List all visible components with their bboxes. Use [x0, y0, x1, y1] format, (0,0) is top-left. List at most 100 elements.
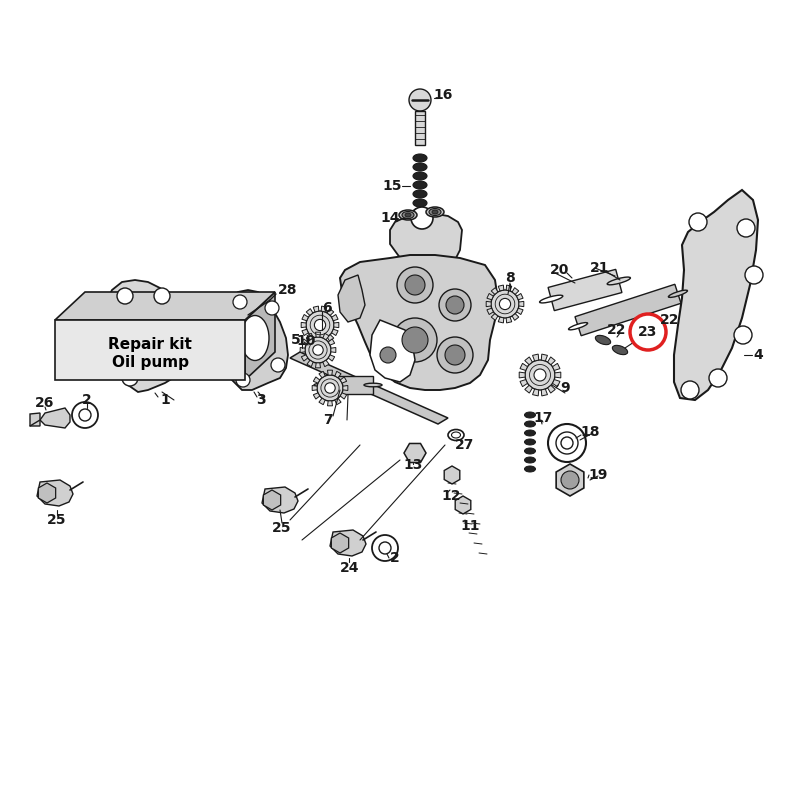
Polygon shape	[517, 308, 523, 314]
Circle shape	[737, 219, 755, 237]
Polygon shape	[553, 379, 560, 386]
Ellipse shape	[413, 190, 427, 198]
Polygon shape	[498, 285, 504, 291]
Ellipse shape	[429, 209, 441, 215]
Text: 1: 1	[160, 393, 170, 407]
Circle shape	[630, 314, 666, 350]
Circle shape	[219, 333, 233, 347]
Polygon shape	[55, 320, 245, 380]
Circle shape	[734, 326, 752, 344]
Polygon shape	[328, 355, 334, 361]
Circle shape	[102, 322, 118, 338]
Circle shape	[409, 89, 431, 111]
Circle shape	[445, 345, 465, 365]
Polygon shape	[312, 386, 317, 390]
Circle shape	[681, 381, 699, 399]
Ellipse shape	[569, 322, 588, 330]
Circle shape	[689, 213, 707, 231]
Circle shape	[236, 373, 250, 387]
Text: 25: 25	[272, 521, 292, 535]
Circle shape	[397, 267, 433, 303]
Circle shape	[393, 318, 437, 362]
Polygon shape	[306, 334, 313, 342]
Circle shape	[525, 360, 555, 390]
Polygon shape	[302, 314, 308, 321]
Polygon shape	[542, 389, 547, 396]
Polygon shape	[498, 317, 504, 323]
Ellipse shape	[364, 383, 382, 387]
Circle shape	[411, 207, 433, 229]
Ellipse shape	[525, 439, 535, 445]
Polygon shape	[332, 314, 338, 321]
Polygon shape	[314, 338, 319, 344]
Text: 9: 9	[560, 381, 570, 395]
Text: 11: 11	[460, 519, 480, 533]
Circle shape	[548, 424, 586, 462]
Circle shape	[305, 337, 331, 363]
Ellipse shape	[525, 448, 535, 454]
Polygon shape	[314, 306, 319, 312]
Circle shape	[561, 471, 579, 489]
Polygon shape	[525, 386, 532, 393]
Polygon shape	[338, 275, 365, 322]
Text: 22: 22	[607, 323, 626, 337]
Text: 27: 27	[455, 438, 474, 452]
Ellipse shape	[451, 432, 461, 438]
Polygon shape	[334, 322, 339, 328]
Ellipse shape	[413, 154, 427, 162]
Circle shape	[534, 369, 546, 381]
Ellipse shape	[607, 277, 630, 285]
Ellipse shape	[595, 335, 610, 345]
Polygon shape	[542, 354, 547, 361]
Ellipse shape	[448, 430, 464, 441]
Polygon shape	[520, 363, 527, 370]
Polygon shape	[548, 386, 555, 393]
Polygon shape	[370, 320, 415, 382]
Ellipse shape	[405, 213, 411, 217]
Polygon shape	[548, 357, 555, 365]
Polygon shape	[520, 379, 527, 386]
Text: 20: 20	[550, 263, 570, 277]
Polygon shape	[315, 332, 321, 337]
Circle shape	[154, 288, 170, 304]
Text: 8: 8	[505, 271, 515, 285]
Polygon shape	[37, 480, 73, 506]
Polygon shape	[390, 213, 462, 268]
Ellipse shape	[399, 210, 417, 220]
Polygon shape	[327, 334, 334, 342]
Polygon shape	[327, 370, 333, 375]
Ellipse shape	[402, 211, 414, 218]
Polygon shape	[335, 371, 341, 378]
Polygon shape	[343, 386, 348, 390]
Circle shape	[233, 295, 247, 309]
Text: 2: 2	[390, 551, 400, 565]
Polygon shape	[553, 363, 560, 370]
Text: Repair kit: Repair kit	[108, 338, 192, 353]
Circle shape	[325, 383, 335, 394]
Polygon shape	[302, 339, 308, 345]
Text: 16: 16	[434, 88, 453, 102]
Polygon shape	[512, 288, 518, 294]
Polygon shape	[533, 354, 538, 361]
Polygon shape	[340, 255, 498, 390]
Polygon shape	[327, 401, 333, 406]
Polygon shape	[323, 360, 329, 366]
Polygon shape	[555, 372, 561, 378]
Polygon shape	[674, 190, 758, 400]
Circle shape	[265, 301, 279, 315]
Circle shape	[317, 375, 343, 401]
Text: 15: 15	[382, 179, 402, 193]
Polygon shape	[302, 355, 308, 361]
Circle shape	[379, 542, 391, 554]
Polygon shape	[491, 288, 498, 294]
Polygon shape	[307, 334, 313, 340]
Polygon shape	[30, 413, 40, 426]
Text: 5: 5	[291, 333, 301, 347]
Ellipse shape	[525, 412, 535, 418]
Text: 14: 14	[380, 211, 400, 225]
Polygon shape	[512, 314, 518, 320]
Ellipse shape	[413, 163, 427, 171]
Text: 10: 10	[296, 334, 316, 348]
Polygon shape	[332, 330, 338, 335]
Polygon shape	[104, 280, 186, 392]
